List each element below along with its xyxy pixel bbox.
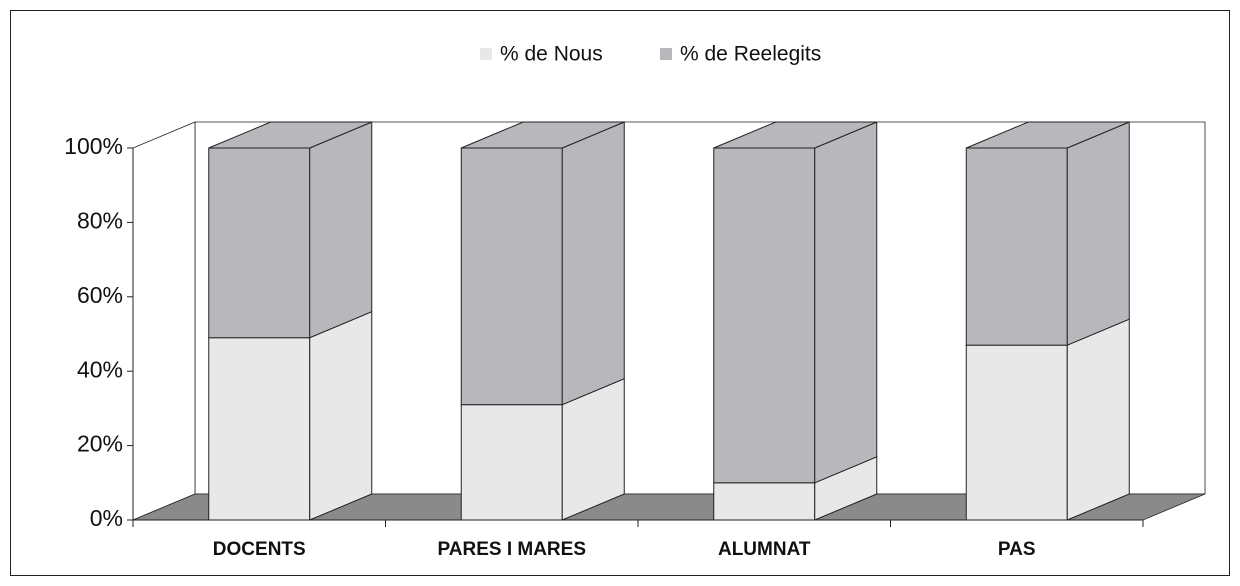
bar-front [460,147,563,406]
legend-label: % de Nous [500,43,603,66]
bar-front [713,482,816,521]
bar-top [208,121,372,149]
bar-side [1066,121,1130,346]
bar-top [966,121,1130,149]
legend-swatch [660,48,672,60]
y-tick-label: 60% [77,282,123,308]
y-tick-label: 0% [90,505,123,531]
bar-front [208,147,311,339]
x-tick-label: PARES I MARES [437,539,586,560]
bar-side [309,121,373,339]
y-tick-label: 20% [77,431,123,457]
y-tick-label: 100% [64,133,123,159]
x-tick-label: ALUMNAT [718,539,811,560]
bar-side [309,310,373,521]
legend-label: % de Reelegits [680,43,821,66]
bar-front [460,404,563,521]
bar-top [461,121,625,149]
y-tick-label: 40% [77,356,123,382]
side-wall [132,121,196,521]
bar-front [965,344,1068,521]
bar-front [713,147,816,484]
bar-side [814,121,878,484]
bar-top [713,121,877,149]
x-tick-label: DOCENTS [213,539,306,560]
y-tick-label: 80% [77,207,123,233]
x-tick-label: PAS [998,539,1036,560]
bar-front [208,337,311,521]
bar-front [965,147,1068,346]
legend-swatch [480,48,492,60]
bar-side [1066,318,1130,521]
bar-side [561,121,625,406]
